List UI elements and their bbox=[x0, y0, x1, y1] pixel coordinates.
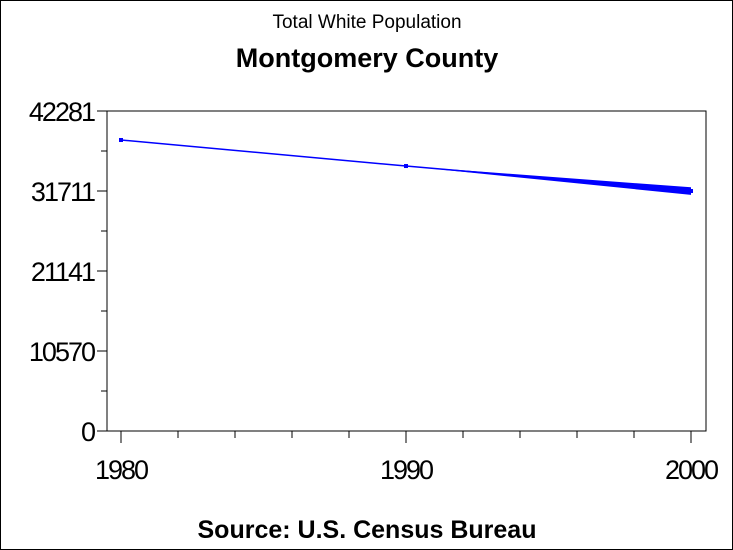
chart-subtitle: Total White Population bbox=[272, 12, 461, 33]
x-tick-label: 1990 bbox=[380, 455, 433, 485]
chart-footnote: Source: U.S. Census Bureau bbox=[198, 516, 537, 544]
y-tick-label: 42281 bbox=[29, 97, 95, 127]
x-tick-label: 2000 bbox=[665, 455, 718, 485]
y-tick-label: 0 bbox=[81, 417, 95, 447]
chart-title: Montgomery County bbox=[236, 43, 499, 73]
data-point bbox=[119, 137, 123, 142]
y-tick-label: 31711 bbox=[31, 177, 95, 207]
y-tick-label: 10570 bbox=[29, 337, 95, 367]
y-tick-label: 21141 bbox=[31, 257, 95, 287]
plot-area bbox=[106, 110, 707, 432]
x-tick-label: 1980 bbox=[95, 455, 148, 485]
series-spread-wedge bbox=[406, 166, 691, 195]
